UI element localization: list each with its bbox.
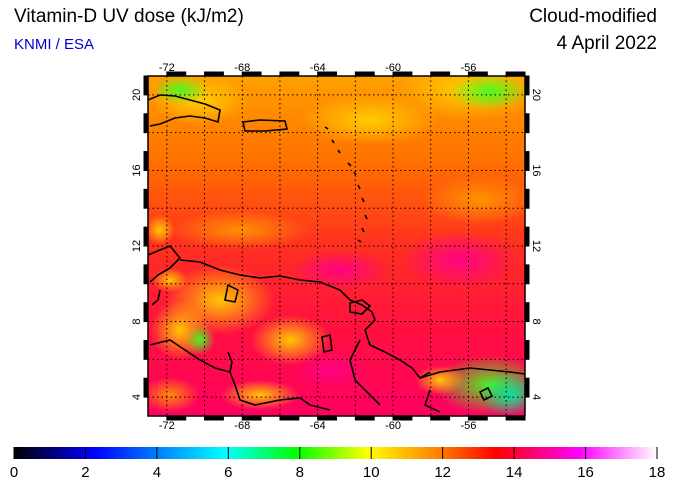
frame-ticks — [143, 71, 530, 421]
uv-field — [148, 76, 525, 416]
lat-tick-label: 20 — [131, 89, 143, 101]
frame-tick — [241, 71, 262, 77]
colorbar-tick-label: 14 — [505, 464, 523, 481]
frame-tick — [430, 71, 451, 77]
colorbar-tick-label: 4 — [152, 464, 162, 481]
frame-tick — [279, 71, 300, 77]
frame-tick — [505, 71, 526, 77]
frame-tick — [241, 415, 262, 421]
lat-tick-label: 16 — [131, 164, 143, 176]
lon-tick-label: -60 — [385, 62, 401, 74]
lat-tick-label: 12 — [131, 240, 143, 252]
frame-tick — [143, 339, 149, 360]
frame-tick — [524, 188, 530, 209]
source-label: KNMI / ESA — [14, 36, 95, 53]
frame-tick — [204, 71, 224, 77]
frame-tick — [143, 226, 149, 247]
frame-tick — [354, 415, 375, 421]
frame-tick — [143, 302, 149, 323]
frame-tick — [166, 415, 187, 421]
frame-tick — [392, 415, 413, 421]
frame-tick — [143, 75, 149, 96]
frame-tick — [143, 113, 149, 134]
frame-tick — [143, 188, 149, 209]
lat-tick-label: 8 — [530, 318, 542, 324]
lat-tick-label: 4 — [530, 394, 542, 400]
frame-tick — [467, 415, 488, 421]
lat-ticks-left: 4 8 12 16 20 — [131, 89, 143, 400]
frame-tick — [392, 71, 413, 77]
colorbar-tick-label: 12 — [434, 464, 451, 481]
lon-tick-label: -68 — [234, 62, 250, 74]
frame-tick — [317, 415, 337, 421]
lon-tick-label: -64 — [310, 420, 326, 432]
coastlines — [148, 94, 525, 413]
lon-tick-label: -56 — [460, 420, 476, 432]
lat-tick-label: 20 — [530, 89, 542, 101]
frame-tick — [166, 71, 187, 77]
frame-tick — [279, 415, 300, 421]
lon-tick-label: -72 — [159, 62, 175, 74]
lon-ticks-top: -72 -68 -64 -60 -56 — [159, 62, 477, 74]
lon-tick-label: -60 — [385, 420, 401, 432]
page-title: Vitamin-D UV dose (kJ/m2) — [14, 6, 244, 27]
frame-tick — [204, 415, 224, 421]
frame-tick — [524, 75, 530, 96]
frame-tick — [524, 151, 530, 171]
colorbar-tick-label: 2 — [81, 464, 90, 481]
lon-ticks-bottom: -72 -68 -64 -60 -56 — [159, 420, 477, 432]
colorbar-tick-label: 16 — [577, 464, 594, 481]
colorbar — [14, 447, 657, 459]
colorbar-tick-label: 8 — [295, 464, 304, 481]
frame-tick — [524, 302, 530, 323]
frame-tick — [143, 264, 149, 285]
colorbar-tick-label: 10 — [362, 464, 380, 481]
lat-tick-label: 16 — [530, 164, 542, 176]
frame-tick — [524, 113, 530, 134]
date-label: 4 April 2022 — [556, 33, 657, 54]
frame-tick — [467, 71, 488, 77]
frame-tick — [143, 377, 149, 398]
lat-tick-label: 12 — [530, 240, 542, 252]
frame-tick — [317, 71, 337, 77]
frame-tick — [524, 226, 530, 247]
frame-tick — [524, 377, 530, 398]
lat-tick-label: 4 — [131, 394, 143, 400]
frame-tick — [524, 339, 530, 360]
lon-tick-label: -72 — [159, 420, 175, 432]
lat-ticks-right: 4 8 12 16 20 — [530, 89, 542, 400]
frame-tick — [143, 151, 149, 171]
frame-tick — [354, 71, 375, 77]
colorbar-tick-label: 18 — [648, 464, 666, 481]
lon-tick-label: -68 — [234, 420, 250, 432]
frame-tick — [505, 415, 526, 421]
colorbar-ticks — [13, 447, 658, 459]
lon-tick-label: -56 — [460, 62, 476, 74]
colorbar-tick-label: 6 — [224, 464, 233, 481]
frame-tick — [524, 264, 530, 285]
colorbar-tick-label: 0 — [9, 464, 19, 481]
lon-tick-label: -64 — [310, 62, 326, 74]
product-label: Cloud-modified — [529, 6, 657, 27]
lat-tick-label: 8 — [131, 318, 143, 324]
frame-tick — [430, 415, 451, 421]
